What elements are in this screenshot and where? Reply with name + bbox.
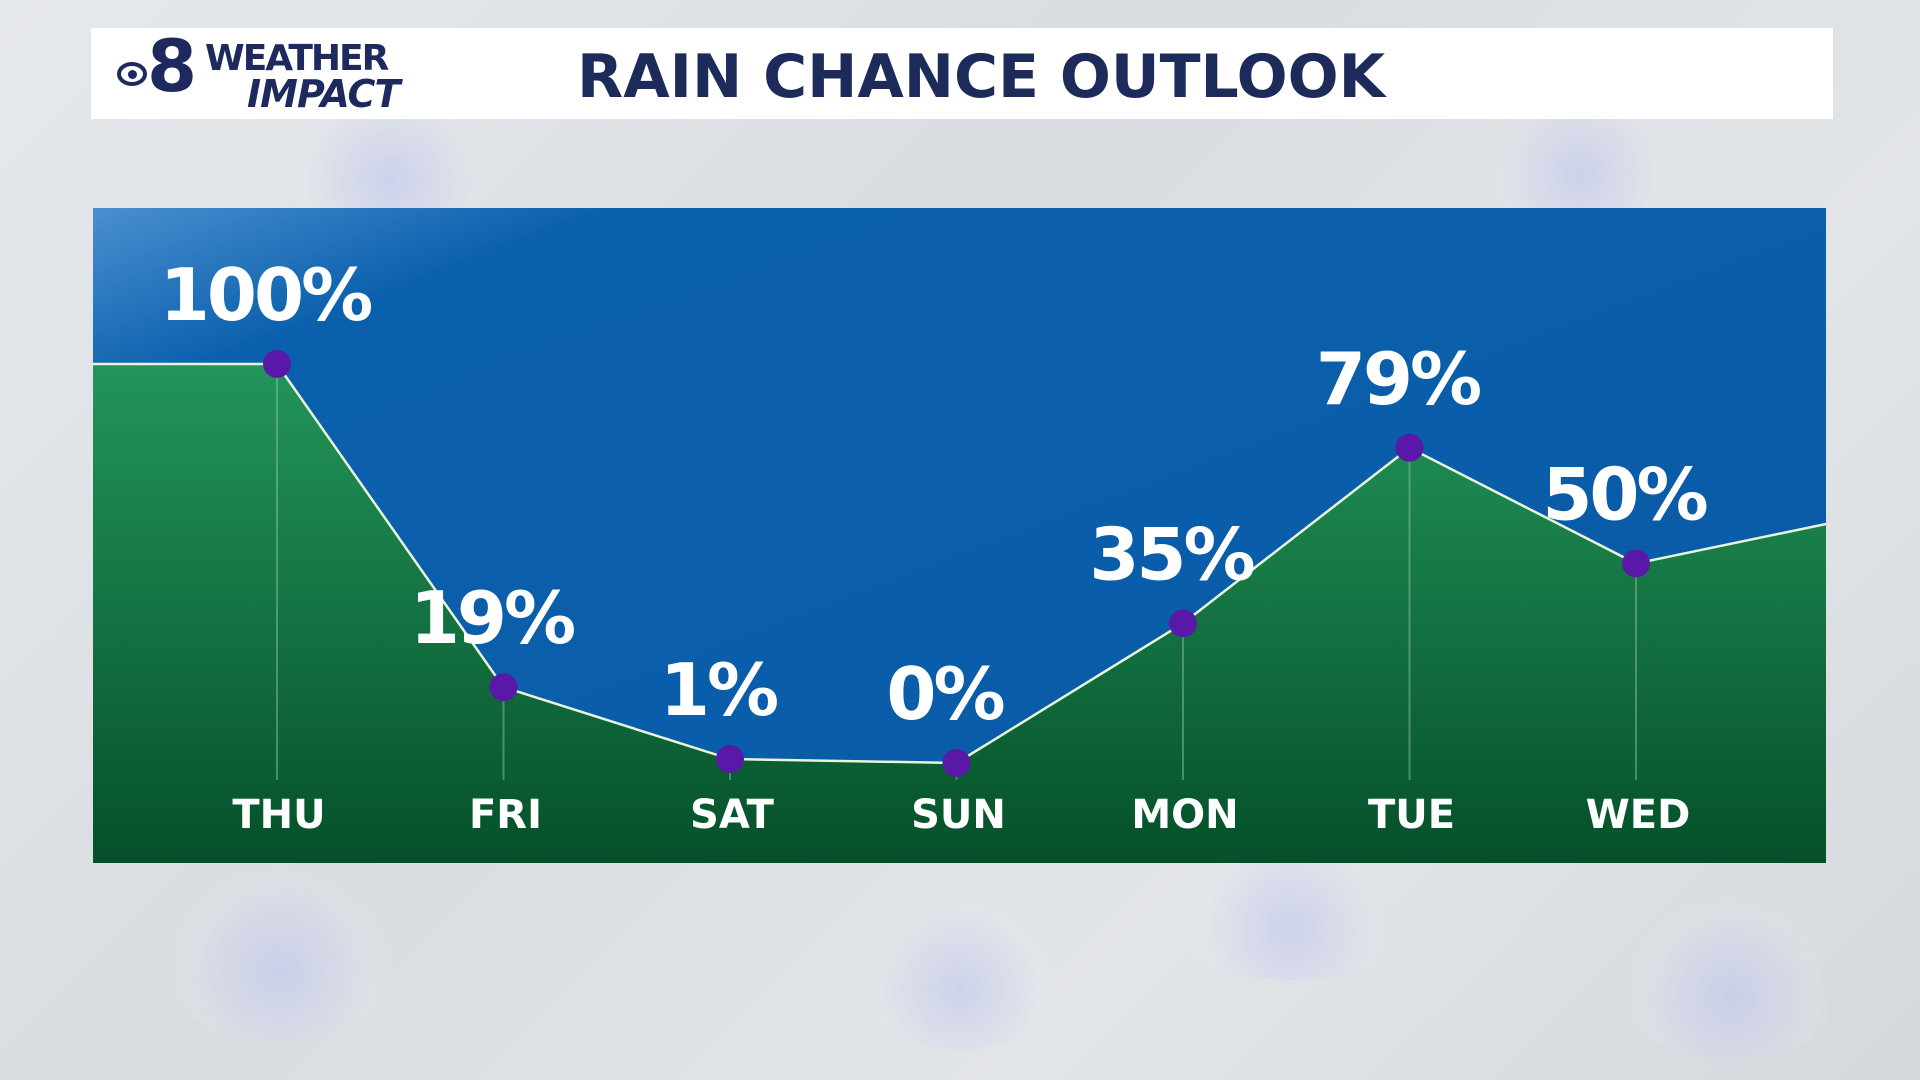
page-title: RAIN CHANCE OUTLOOK <box>577 42 1386 112</box>
rain-area <box>93 364 1826 863</box>
station-logo: 8 WEATHER IMPACT <box>117 30 417 116</box>
data-point-sun <box>942 749 971 777</box>
day-label-fri: FRI <box>469 792 542 838</box>
background-raindrop <box>860 900 1060 1050</box>
day-label-sat: SAT <box>690 792 775 838</box>
data-point-wed <box>1622 549 1650 578</box>
background-raindrop <box>1170 850 1410 980</box>
background-raindrop <box>160 870 400 1040</box>
data-point-mon <box>1169 609 1197 638</box>
cbs-eye-icon <box>117 62 147 86</box>
data-point-fri <box>489 673 518 702</box>
day-label-thu: THU <box>232 792 325 838</box>
day-label-wed: WED <box>1586 792 1691 838</box>
value-label-mon: 35% <box>1089 512 1253 596</box>
value-label-tue: 79% <box>1316 337 1480 421</box>
value-label-fri: 19% <box>410 576 574 660</box>
data-point-tue <box>1395 433 1424 462</box>
data-point-thu <box>263 350 291 378</box>
day-label-mon: MON <box>1131 792 1238 838</box>
value-label-wed: 50% <box>1542 453 1706 537</box>
value-label-sat: 1% <box>660 648 777 732</box>
background-raindrop <box>1620 900 1840 1060</box>
data-point-sat <box>716 745 744 774</box>
value-label-thu: 100% <box>160 253 371 337</box>
header-bar: 8 WEATHER IMPACT RAIN CHANCE OUTLOOK <box>91 28 1833 119</box>
day-label-sun: SUN <box>911 792 1006 838</box>
value-label-sun: 0% <box>886 652 1003 736</box>
day-label-tue: TUE <box>1368 792 1455 838</box>
